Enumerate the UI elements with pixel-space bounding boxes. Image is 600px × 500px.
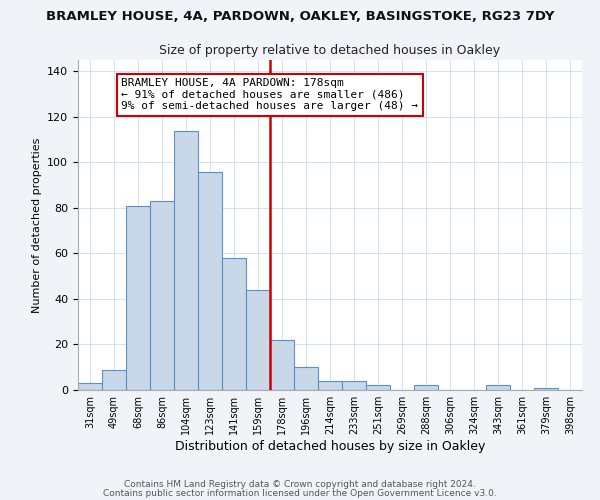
Bar xyxy=(342,381,366,390)
Bar xyxy=(150,201,174,390)
Text: BRAMLEY HOUSE, 4A PARDOWN: 178sqm
← 91% of detached houses are smaller (486)
9% : BRAMLEY HOUSE, 4A PARDOWN: 178sqm ← 91% … xyxy=(121,78,418,112)
Bar xyxy=(174,130,198,390)
Bar xyxy=(414,386,438,390)
X-axis label: Distribution of detached houses by size in Oakley: Distribution of detached houses by size … xyxy=(175,440,485,453)
Bar xyxy=(246,290,270,390)
Bar xyxy=(78,383,102,390)
Text: Contains public sector information licensed under the Open Government Licence v3: Contains public sector information licen… xyxy=(103,488,497,498)
Bar xyxy=(270,340,294,390)
Bar xyxy=(198,172,222,390)
Text: BRAMLEY HOUSE, 4A, PARDOWN, OAKLEY, BASINGSTOKE, RG23 7DY: BRAMLEY HOUSE, 4A, PARDOWN, OAKLEY, BASI… xyxy=(46,10,554,23)
Bar xyxy=(294,367,318,390)
Y-axis label: Number of detached properties: Number of detached properties xyxy=(32,138,41,312)
Bar xyxy=(534,388,558,390)
Bar xyxy=(126,206,150,390)
Bar xyxy=(318,381,342,390)
Bar xyxy=(366,386,390,390)
Text: Contains HM Land Registry data © Crown copyright and database right 2024.: Contains HM Land Registry data © Crown c… xyxy=(124,480,476,489)
Bar xyxy=(486,386,510,390)
Bar xyxy=(102,370,126,390)
Bar xyxy=(222,258,246,390)
Title: Size of property relative to detached houses in Oakley: Size of property relative to detached ho… xyxy=(160,44,500,58)
